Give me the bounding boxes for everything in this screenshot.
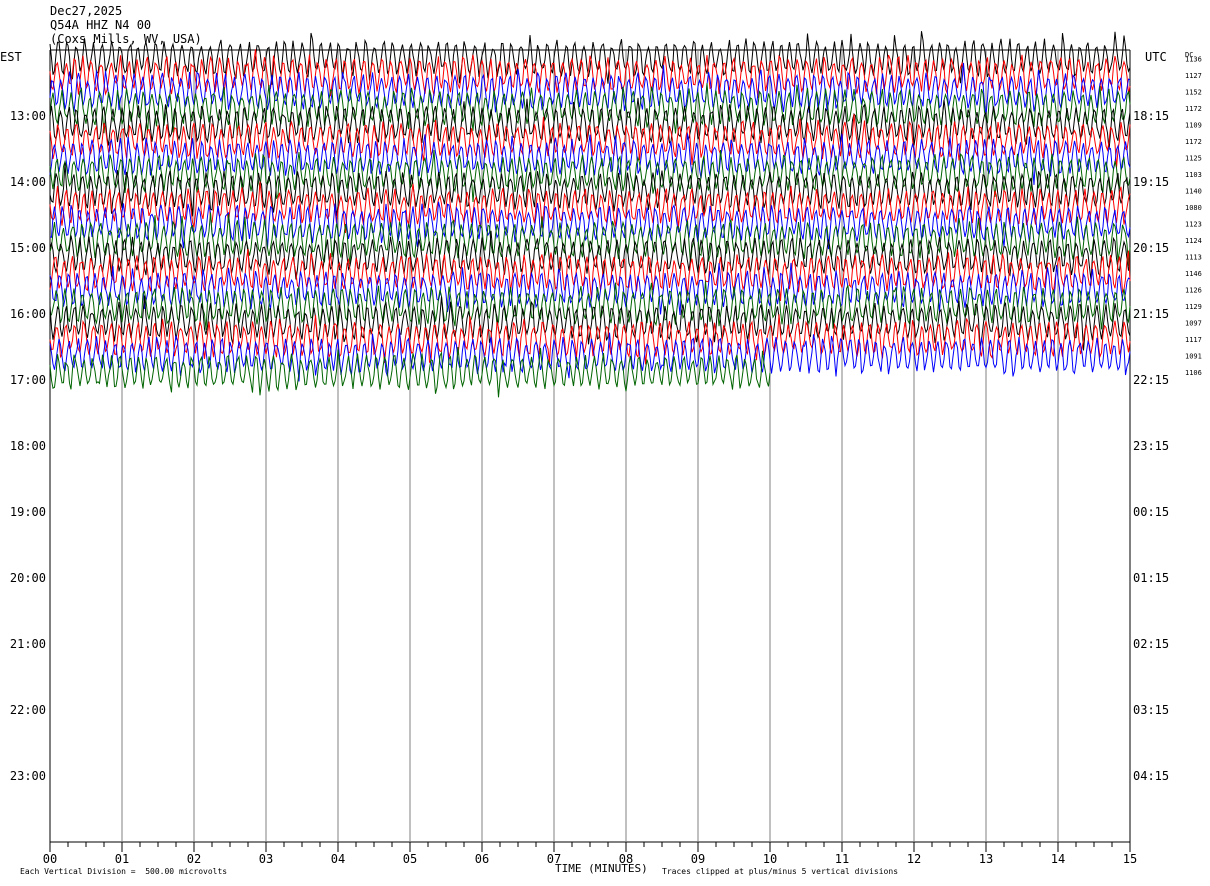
x-tick-label: 01 [115, 852, 129, 866]
x-tick-label: 05 [403, 852, 417, 866]
utc-hour-label: 20:15 [1133, 241, 1169, 255]
dc-offset: 1109 [1185, 121, 1202, 129]
header-station: Q54A HHZ N4 00 [50, 18, 152, 32]
header-location: (Coxs Mills, WV, USA) [50, 32, 202, 46]
dc-offset: 1113 [1185, 253, 1202, 261]
trace-row [49, 314, 1131, 365]
trace-row [49, 347, 771, 398]
trace-row [49, 262, 1131, 315]
dc-offset: 1125 [1185, 154, 1202, 162]
x-tick-label: 08 [619, 852, 633, 866]
dc-offset: 1172 [1185, 138, 1202, 146]
trace-row [49, 248, 1131, 302]
utc-hour-label: 03:15 [1133, 703, 1169, 717]
utc-hour-label: 19:15 [1133, 175, 1169, 189]
utc-hour-label: 22:15 [1133, 373, 1169, 387]
dc-offset: 1117 [1185, 336, 1202, 344]
trace-row [49, 328, 1131, 382]
x-tick-label: 09 [691, 852, 705, 866]
x-tick-label: 15 [1123, 852, 1137, 866]
est-hour-label: 23:00 [10, 769, 46, 783]
dc-offset: 1152 [1185, 88, 1202, 96]
x-axis-title: TIME (MINUTES) [555, 862, 648, 875]
dc-offset: 1172 [1185, 105, 1202, 113]
x-tick-label: 12 [907, 852, 921, 866]
est-hour-label: 22:00 [10, 703, 46, 717]
trace-row [49, 49, 1131, 98]
dc-label: DC [1185, 51, 1194, 59]
trace-row [49, 280, 1131, 330]
header-date: Dec27,2025 [50, 4, 123, 18]
x-tick-label: 03 [259, 852, 273, 866]
clip-note: Traces clipped at plus/minus 5 vertical … [662, 867, 899, 876]
dc-offset: 1080 [1185, 204, 1202, 212]
dc-offset: 1146 [1185, 270, 1202, 278]
x-tick-label: 04 [331, 852, 345, 866]
utc-hour-label: 21:15 [1133, 307, 1169, 321]
x-tick-label: 02 [187, 852, 201, 866]
trace-row [49, 230, 1131, 280]
utc-hour-label: 18:15 [1133, 109, 1169, 123]
x-tick-label: 10 [763, 852, 777, 866]
dc-offset: 1127 [1185, 72, 1202, 80]
est-hour-label: 13:00 [10, 109, 46, 123]
utc-hour-label: 02:15 [1133, 637, 1169, 651]
dc-offset: 1126 [1185, 286, 1202, 294]
utc-hour-label: 23:15 [1133, 439, 1169, 453]
dc-offset: 1103 [1185, 171, 1202, 179]
est-hour-label: 15:00 [10, 241, 46, 255]
seismic-traces [49, 31, 1131, 398]
dc-offset: 1124 [1185, 237, 1202, 245]
x-tick-label: 11 [835, 852, 849, 866]
est-hour-label: 21:00 [10, 637, 46, 651]
plot-grid [49, 49, 1131, 852]
scale-note: Each Vertical Division = 500.00 microvol… [20, 867, 228, 876]
est-hour-label: 14:00 [10, 175, 46, 189]
x-tick-label: 07 [547, 852, 561, 866]
x-tick-label: 14 [1051, 852, 1065, 866]
dc-offset: 1123 [1185, 220, 1202, 228]
est-hour-label: 20:00 [10, 571, 46, 585]
trace-row [49, 114, 1131, 168]
est-hour-label: 18:00 [10, 439, 46, 453]
axis-labels: 00 01 02 03 04 05 06 07 08 09 10 11 12 13 14 15 13:00 14:… [10, 55, 1202, 866]
trace-row [49, 212, 1131, 267]
dc-offset: 1136 [1185, 55, 1202, 63]
est-hour-label: 19:00 [10, 505, 46, 519]
x-tick-label: 13 [979, 852, 993, 866]
trace-row [49, 133, 1131, 185]
dc-offset: 1091 [1185, 352, 1202, 360]
est-hour-label: 17:00 [10, 373, 46, 387]
dc-offset: 1097 [1185, 319, 1202, 327]
trace-row [49, 150, 1131, 203]
trace-row [49, 31, 1131, 85]
dc-offset: 1106 [1185, 369, 1202, 377]
utc-hour-label: 00:15 [1133, 505, 1169, 519]
x-tick-label: 00 [43, 852, 57, 866]
dc-offset: 1140 [1185, 187, 1202, 195]
utc-hour-label: 01:15 [1133, 571, 1169, 585]
dc-offset: 1129 [1185, 303, 1202, 311]
est-hour-label: 16:00 [10, 307, 46, 321]
utc-hour-label: 04:15 [1133, 769, 1169, 783]
trace-row [49, 62, 1131, 116]
est-label: EST [0, 50, 22, 64]
x-tick-label: 06 [475, 852, 489, 866]
utc-label: UTC [1145, 50, 1167, 64]
